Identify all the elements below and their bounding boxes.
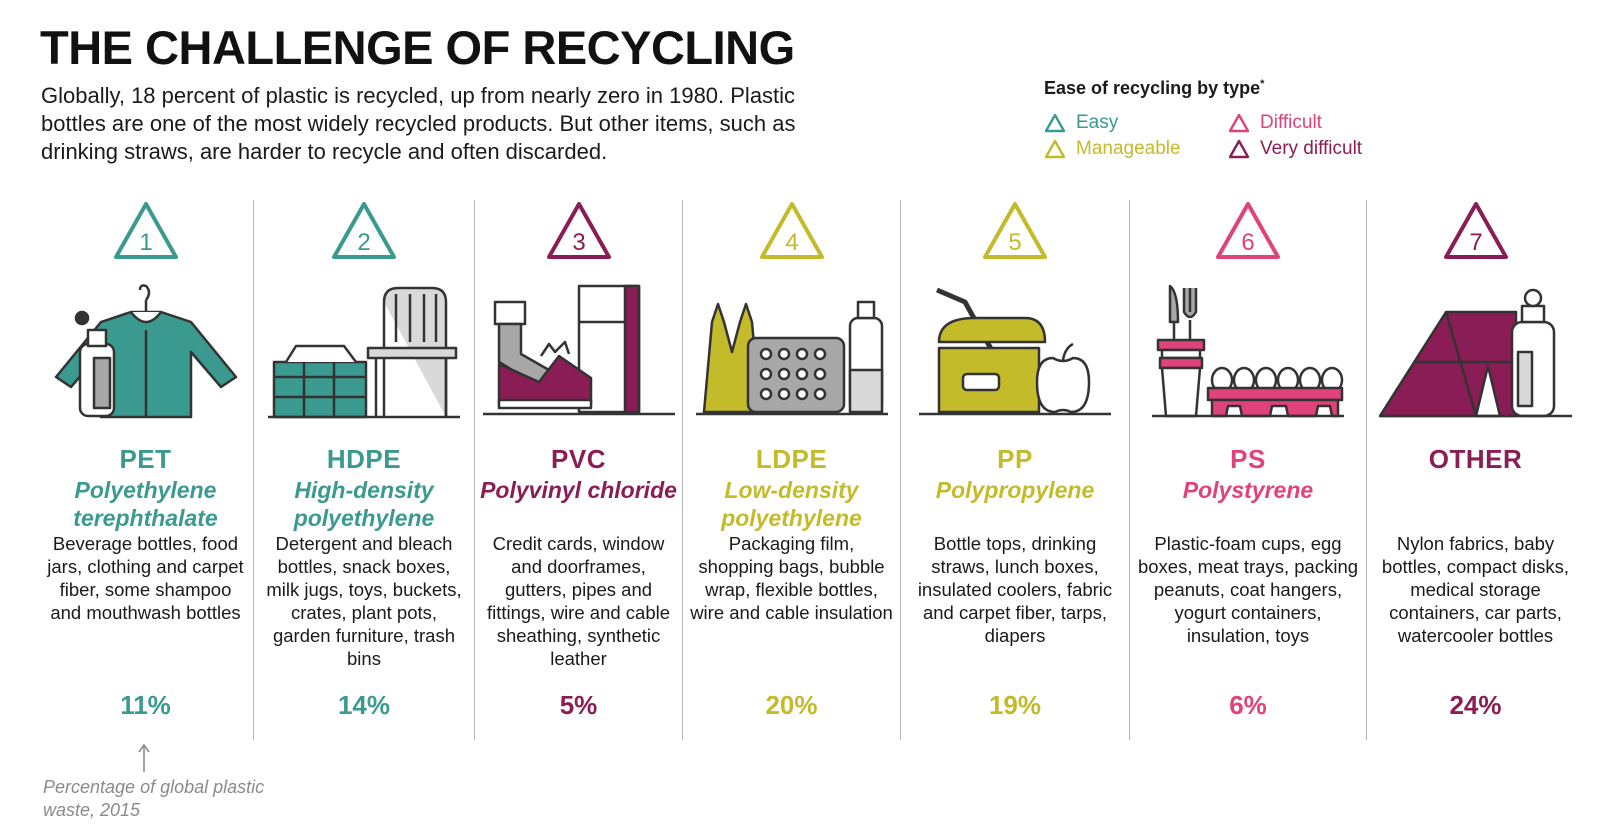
plastic-full-name: Polypropylene — [935, 477, 1095, 503]
svg-text:1: 1 — [139, 229, 152, 256]
plastic-waste-percent: 5% — [559, 690, 598, 720]
plastic-abbr: LDPE — [755, 444, 828, 474]
plastic-waste-percent: 20% — [765, 690, 818, 720]
plastic-abbr: HDPE — [326, 444, 402, 474]
legend-title-text: Ease of recycling by type — [1044, 78, 1261, 98]
svg-text:2: 2 — [357, 229, 370, 256]
arrow-up-icon — [138, 743, 150, 772]
plastic-uses: Beverage bottles, food jars, clothing an… — [47, 533, 244, 623]
recycling-code-7-icon: 7 — [1443, 202, 1508, 259]
plastic-waste-percent: 6% — [1229, 690, 1267, 720]
intro-text: Globally, 18 percent of plastic is recyc… — [41, 83, 796, 164]
lunchbox-straw-apple-icon — [919, 287, 1111, 416]
plastic-full-name: Polyvinyl chloride — [480, 477, 677, 503]
recycling-code-6-icon: 6 — [1216, 202, 1280, 259]
triangle-icon — [1228, 113, 1250, 133]
plastic-full-name: High-density polyethylene — [293, 477, 435, 531]
triangle-icon — [1044, 113, 1066, 133]
plastic-abbr: PP — [997, 444, 1033, 474]
plastic-full-name: Polyethylene terephthalate — [73, 477, 218, 531]
plastic-full-name: Low-density polyethylene — [721, 477, 862, 531]
legend-item-manageable: Manageable — [1044, 138, 1181, 160]
legend-label-easy: Easy — [1076, 112, 1119, 133]
plastic-uses: Credit cards, window and doorframes, gut… — [486, 533, 671, 669]
plastic-column-pp: 5 PP Polypropylene Bottle tops, drinking… — [900, 200, 1129, 740]
recycling-code-2-icon: 2 — [332, 202, 396, 259]
plastic-column-hdpe: 2 HDPE High-density polyethylene Deterge… — [253, 200, 474, 740]
legend-item-easy: Easy — [1044, 112, 1118, 134]
percentage-note: Percentage of global plastic waste, 2015 — [43, 777, 265, 820]
plastic-uses: Detergent and bleach bottles, snack boxe… — [266, 533, 462, 669]
legend-item-very-difficult: Very difficult — [1228, 138, 1362, 160]
pipe-shoe-door-icon — [482, 284, 675, 416]
plastic-uses: Nylon fabrics, baby bottles, compact dis… — [1381, 533, 1570, 646]
plastic-column-ps: 6 PS Polystyrene Plastic-foam cups, egg … — [1129, 200, 1366, 740]
recycling-code-1-icon: 1 — [113, 202, 178, 259]
recycling-code-3-icon: 3 — [546, 202, 611, 259]
svg-text:7: 7 — [1469, 229, 1482, 256]
plastic-uses: Bottle tops, drinking straws, lunch boxe… — [917, 533, 1113, 646]
plastic-waste-percent: 24% — [1449, 690, 1502, 720]
legend-footnote-mark: * — [1260, 78, 1265, 90]
triangle-icon — [1044, 139, 1066, 159]
svg-text:3: 3 — [572, 229, 585, 256]
recycling-code-4-icon: 4 — [759, 202, 824, 259]
legend-item-difficult: Difficult — [1228, 112, 1322, 134]
plastic-full-name: Polystyrene — [1182, 477, 1314, 503]
plastic-abbr: PET — [119, 444, 172, 474]
cutlery-cups-eggbox-icon — [1152, 284, 1344, 418]
plastic-column-other: 7 OTHER Nylon fabrics, baby bottles, com… — [1366, 200, 1584, 740]
plastic-uses: Plastic-foam cups, egg boxes, meat trays… — [1137, 533, 1359, 646]
crate-chair-icon — [268, 286, 460, 419]
jacket-bottle-icon — [54, 284, 237, 419]
plastic-abbr: OTHER — [1428, 444, 1523, 474]
plastic-abbr: PS — [1230, 444, 1266, 474]
plastic-uses: Packaging film, shopping bags, bubble wr… — [690, 533, 893, 623]
plastic-column-pet: 1 PET Polyethylene terephthalate Beverag… — [38, 200, 253, 740]
legend-label-manageable: Manageable — [1076, 138, 1181, 159]
tent-bottle-icon — [1378, 288, 1572, 418]
svg-text:6: 6 — [1241, 229, 1254, 256]
plastic-abbr: PVC — [551, 444, 606, 474]
legend: Ease of recycling by type* Easy Difficul… — [1044, 78, 1464, 168]
recycling-code-5-icon: 5 — [983, 202, 1047, 259]
page-title: THE CHALLENGE OF RECYCLING — [40, 21, 795, 74]
bag-bubblewrap-icon — [695, 300, 888, 416]
svg-text:4: 4 — [785, 229, 798, 256]
legend-title: Ease of recycling by type* — [1044, 78, 1264, 99]
plastic-waste-percent: 11% — [120, 690, 171, 720]
triangle-icon — [1228, 139, 1250, 159]
plastic-column-ldpe: 4 LDPE Low-density polyethylene Packagin… — [682, 200, 900, 740]
legend-label-difficult: Difficult — [1260, 112, 1322, 133]
plastic-waste-percent: 19% — [988, 690, 1042, 720]
plastic-waste-percent: 14% — [337, 690, 391, 720]
svg-text:5: 5 — [1008, 229, 1021, 256]
plastic-column-pvc: 3 PVC Polyvinyl chloride Credit cards, w… — [474, 200, 682, 740]
legend-label-very-difficult: Very difficult — [1260, 138, 1363, 159]
